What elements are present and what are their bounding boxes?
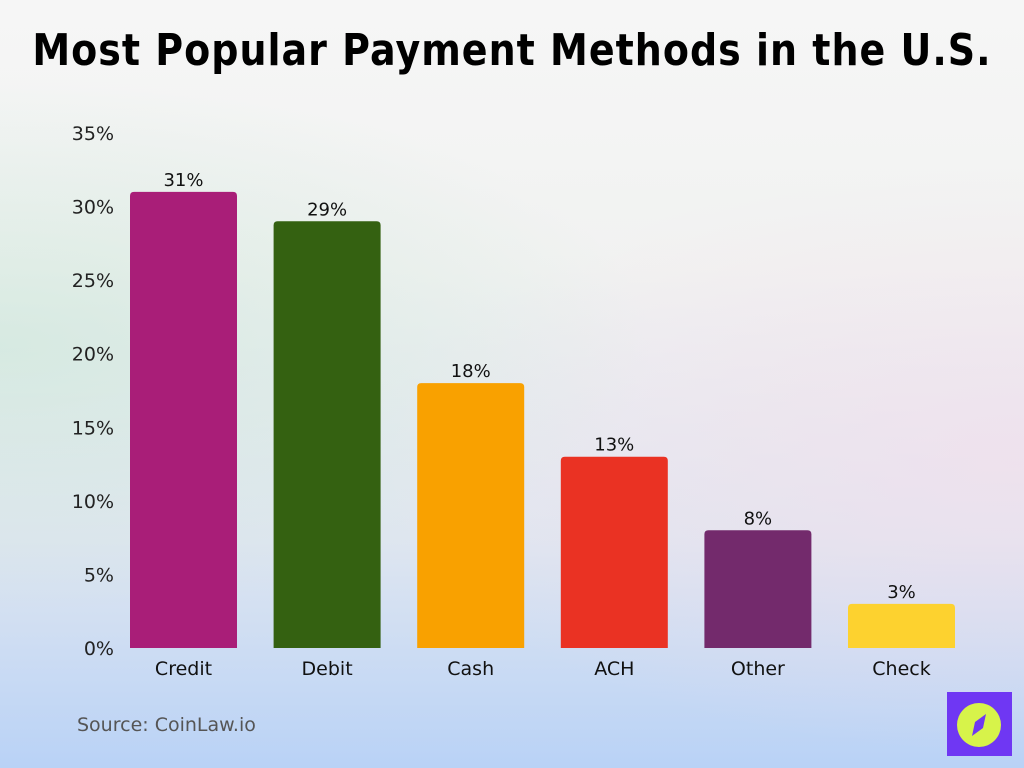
data-label: 13% [594, 435, 634, 456]
data-label: 8% [744, 508, 773, 529]
y-tick-label: 30% [72, 197, 114, 219]
x-tick-label: Other [731, 658, 785, 680]
y-tick-label: 5% [84, 564, 114, 586]
data-label: 29% [307, 199, 347, 220]
data-label: 31% [163, 170, 203, 191]
source-note: Source: CoinLaw.io [77, 714, 256, 736]
data-label: 18% [451, 361, 491, 382]
bar-ach [560, 456, 668, 648]
y-tick-label: 20% [72, 344, 114, 366]
x-tick-label: Check [872, 658, 930, 680]
y-tick-label: 0% [84, 638, 114, 660]
bar-cash [417, 383, 525, 648]
y-tick-label: 25% [72, 270, 114, 292]
logo [947, 692, 1012, 756]
bar-credit [130, 191, 237, 648]
x-tick-label: Debit [302, 658, 353, 680]
x-tick-label: Cash [447, 658, 494, 680]
x-tick-label: Credit [155, 658, 212, 680]
data-label: 3% [887, 582, 916, 603]
y-tick-label: 15% [72, 417, 114, 439]
x-tick-label: ACH [594, 658, 634, 680]
y-tick-label: 35% [72, 123, 114, 145]
bar-other [704, 530, 812, 648]
y-tick-label: 10% [72, 491, 114, 513]
bar-check [848, 603, 955, 648]
compass-icon [957, 703, 1001, 747]
bar-debit [273, 221, 381, 649]
chart-title: Most Popular Payment Methods in the U.S. [32, 24, 992, 76]
